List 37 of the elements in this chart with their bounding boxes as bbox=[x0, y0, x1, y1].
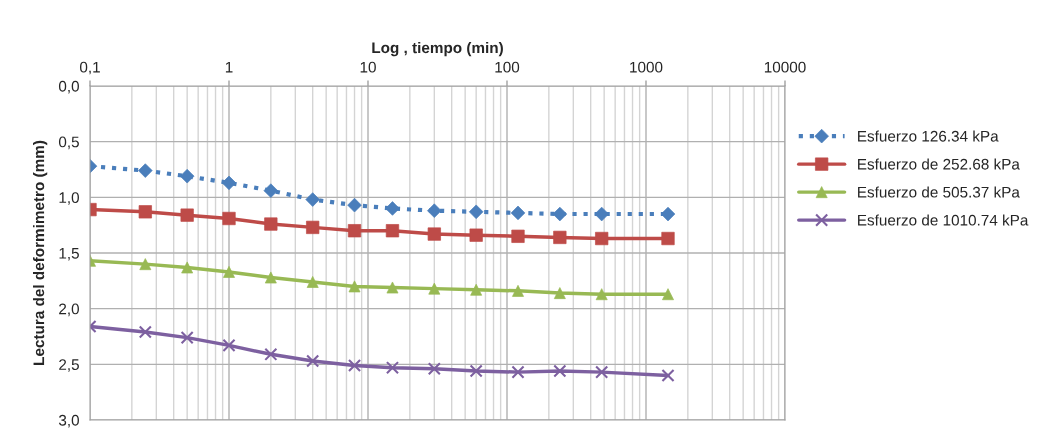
point bbox=[306, 220, 320, 234]
point bbox=[138, 325, 152, 339]
x-tick-label: 100 bbox=[495, 61, 520, 73]
point bbox=[511, 365, 525, 379]
y-tick-label: 2,5 bbox=[59, 359, 79, 372]
x-axis-title: Log , tiempo (min) bbox=[372, 41, 503, 57]
point bbox=[595, 365, 609, 379]
x-tick-label: 10 bbox=[360, 61, 376, 73]
y-tick-label: 2,0 bbox=[59, 303, 79, 317]
point bbox=[553, 230, 567, 245]
legend-label: Esfuerzo 126.34 kPa bbox=[858, 130, 999, 142]
point bbox=[222, 338, 236, 352]
y-tick-label: 1,0 bbox=[59, 192, 79, 205]
point bbox=[553, 364, 567, 378]
x-tick-label: 0,1 bbox=[79, 61, 100, 75]
x-tick-label: 1 bbox=[225, 61, 233, 73]
legend-label: Esfuerzo de 1010.74 kPa bbox=[858, 214, 1029, 226]
x-tick-label: 10000 bbox=[764, 61, 806, 73]
point bbox=[264, 347, 278, 361]
y-tick-label: 0,5 bbox=[58, 136, 79, 150]
point bbox=[595, 231, 609, 246]
point bbox=[347, 197, 362, 213]
point bbox=[385, 361, 400, 375]
y-tick-label: 0,0 bbox=[58, 80, 79, 94]
point bbox=[469, 364, 483, 378]
legend-label: Esfuerzo de 505.37 kPa bbox=[858, 186, 1020, 198]
y-tick-label: 1,5 bbox=[59, 248, 79, 261]
y-axis-title: Lectura del deformimetro (mm) bbox=[32, 140, 48, 365]
point bbox=[306, 354, 320, 368]
x-tick-label: 1000 bbox=[630, 61, 663, 73]
point bbox=[180, 331, 194, 345]
point bbox=[427, 362, 441, 376]
y-tick-label: 3,0 bbox=[58, 414, 79, 428]
legend-label: Esfuerzo de 252.68 kPa bbox=[858, 158, 1020, 170]
point bbox=[511, 229, 525, 243]
point bbox=[347, 358, 362, 373]
point bbox=[263, 183, 279, 198]
